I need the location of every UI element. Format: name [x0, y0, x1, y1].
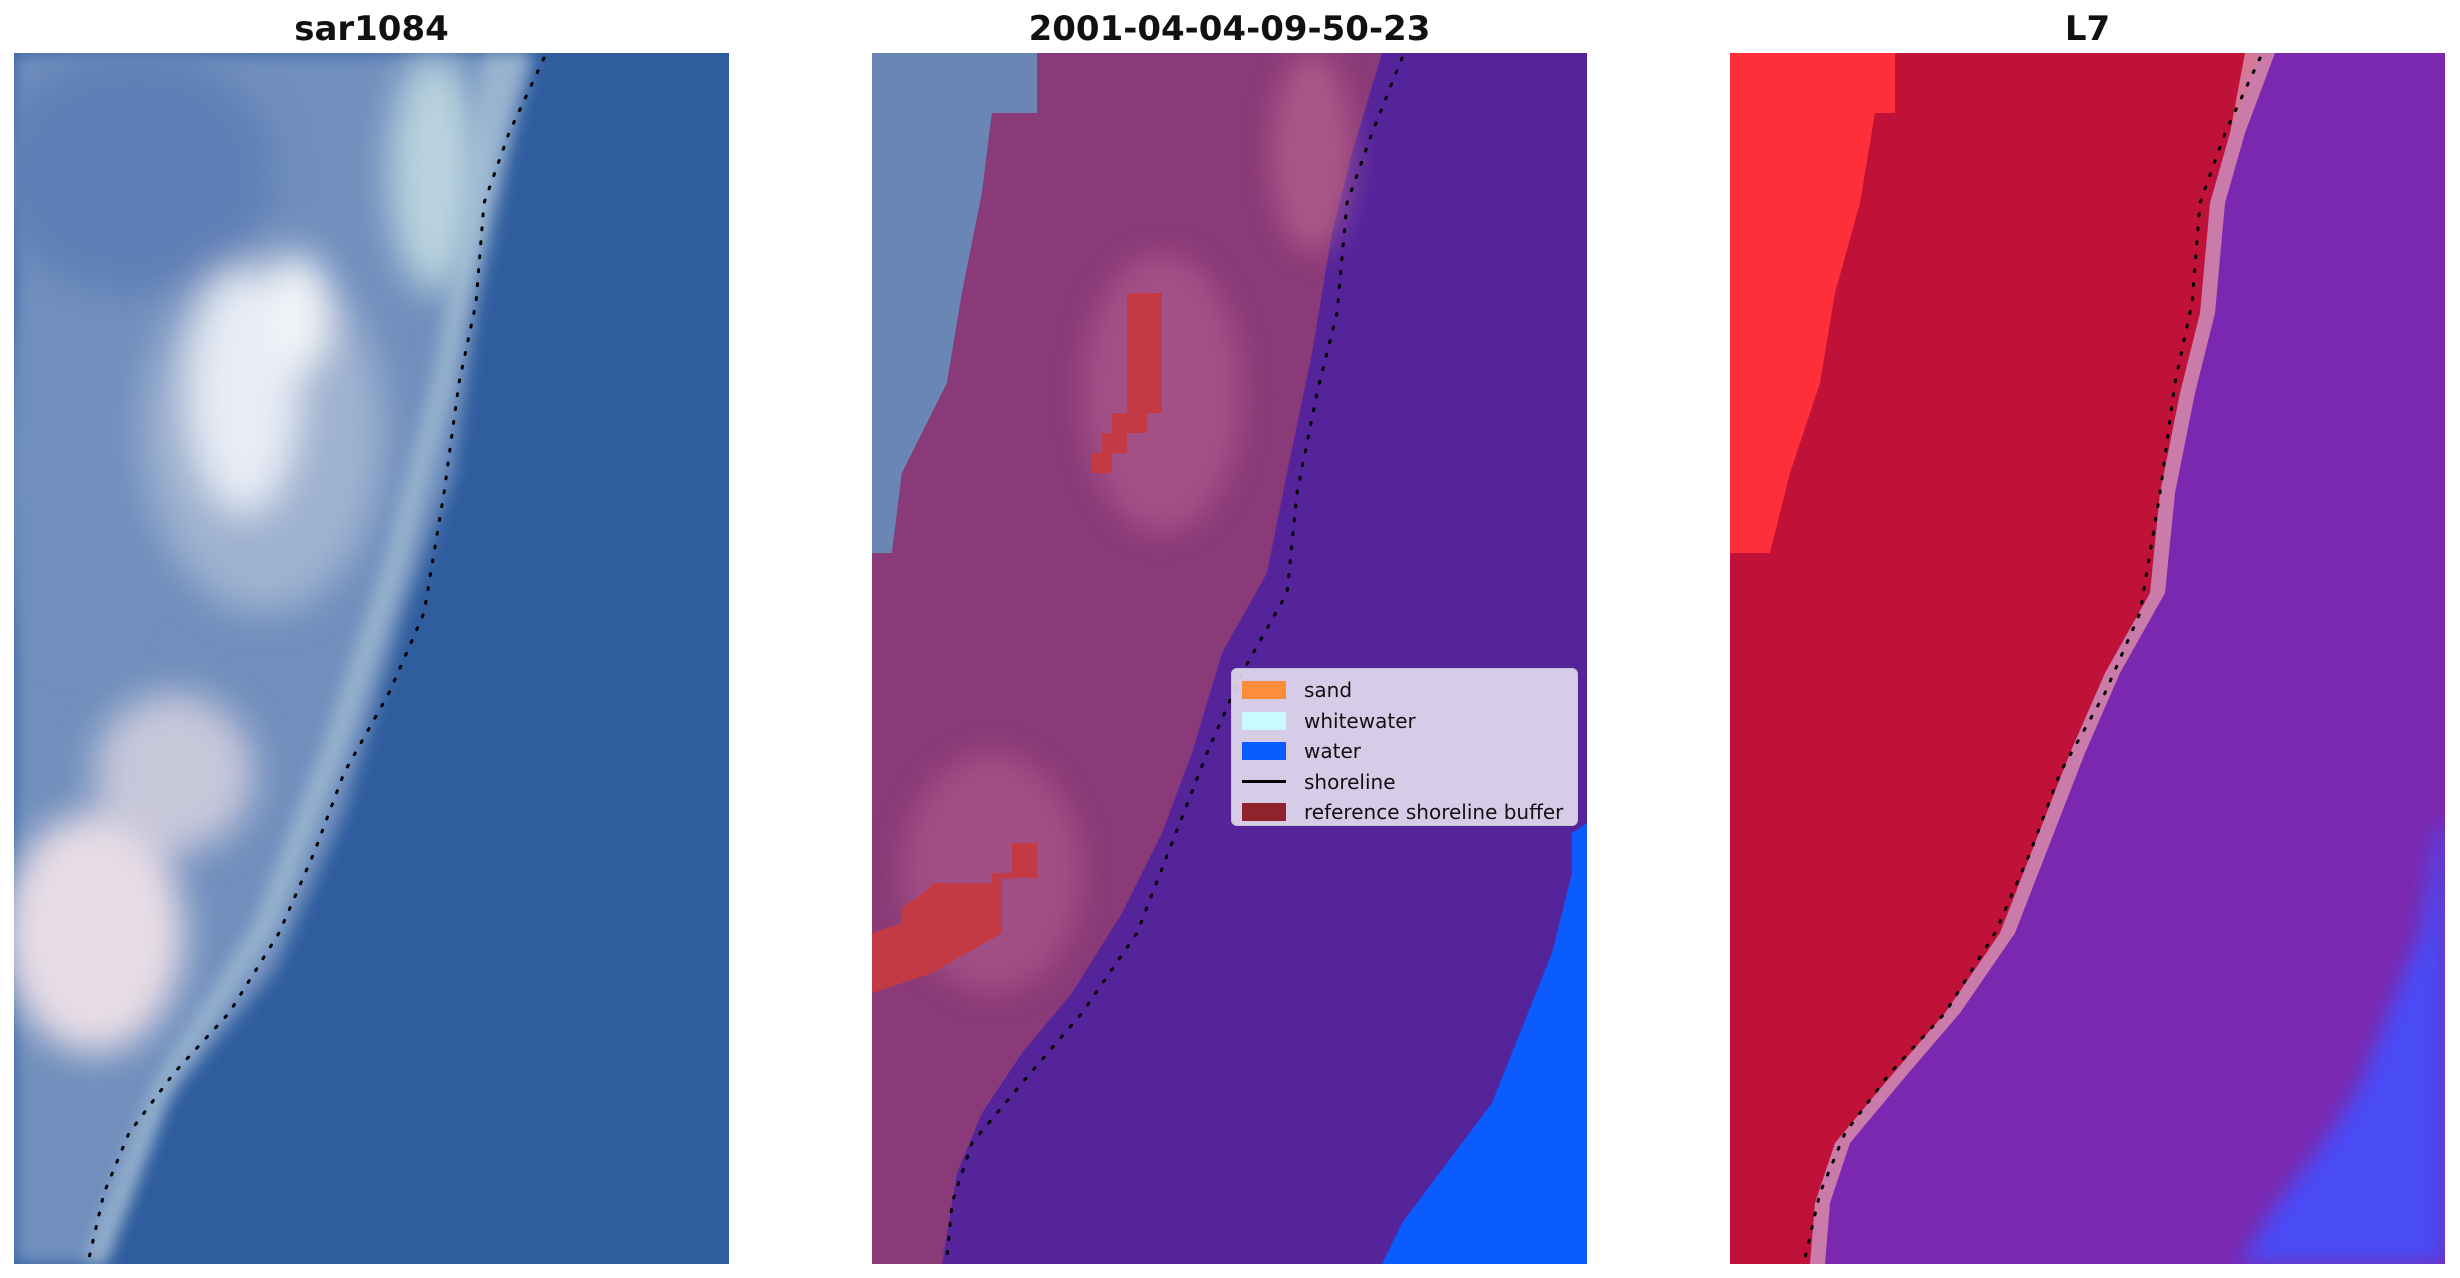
- panel-title-rgb: sar1084: [294, 9, 449, 49]
- legend-label: whitewater: [1304, 708, 1416, 733]
- legend-item-shoreline: shoreline: [1242, 767, 1567, 798]
- buffer-swatch: [1242, 803, 1286, 822]
- sand-swatch: [1242, 681, 1286, 700]
- legend: sand whitewater water shoreline referenc…: [1231, 668, 1578, 826]
- legend-label: sand: [1304, 678, 1353, 703]
- panel-title-classified: 2001-04-04-09-50-23: [1028, 9, 1431, 49]
- legend-item-whitewater: whitewater: [1242, 706, 1567, 737]
- false-color-image: [1730, 53, 2445, 1264]
- panel-title-false-color: L7: [2064, 9, 2111, 49]
- water-swatch: [1242, 742, 1286, 761]
- whitewater-swatch: [1242, 711, 1286, 730]
- legend-label: reference shoreline buffer: [1304, 800, 1564, 825]
- classified-image: [872, 53, 1587, 1264]
- false-color-image-panel: [1730, 53, 2445, 1264]
- legend-item-water: water: [1242, 736, 1567, 767]
- rgb-image: [14, 53, 729, 1264]
- classified-image-panel: [872, 53, 1587, 1264]
- rgb-image-panel: [14, 53, 729, 1264]
- shoreline: [1803, 56, 2262, 1260]
- legend-item-reference-shoreline-buffer: reference shoreline buffer: [1242, 797, 1567, 828]
- shoreline: [87, 56, 546, 1260]
- legend-item-sand: sand: [1242, 675, 1567, 706]
- shoreline: [945, 56, 1404, 1260]
- legend-label: shoreline: [1304, 769, 1396, 794]
- legend-label: water: [1304, 739, 1361, 764]
- shoreline-line-swatch: [1242, 780, 1286, 784]
